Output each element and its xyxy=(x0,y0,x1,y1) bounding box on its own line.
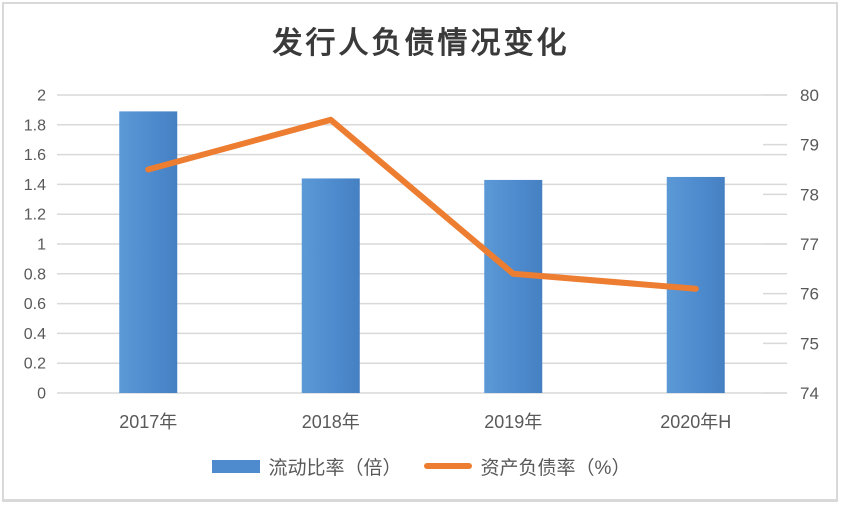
left-axis-tick-label: 1.4 xyxy=(24,177,46,194)
right-axis-tick-label: 79 xyxy=(800,136,819,155)
left-axis-tick-label: 1.2 xyxy=(24,207,46,224)
right-axis-tick-label: 77 xyxy=(800,235,819,254)
right-axis-tick-label: 78 xyxy=(800,185,819,204)
right-axis-tick-label: 76 xyxy=(800,285,819,304)
left-axis-tick-label: 2 xyxy=(37,88,46,105)
line-series-swatch xyxy=(423,463,472,469)
trend-line xyxy=(145,116,699,292)
x-axis-label: 2019年 xyxy=(484,412,542,432)
left-axis-tick-label: 0.2 xyxy=(24,356,46,373)
left-axis-tick-label: 1 xyxy=(37,237,46,254)
legend-label-current-ratio: 流动比率（倍） xyxy=(268,457,402,479)
left-axis-tick-label: 0.6 xyxy=(24,296,46,313)
bar-series-swatch xyxy=(211,459,260,473)
left-axis-tick-label: 0.4 xyxy=(24,326,46,343)
bar-2018年 xyxy=(301,178,360,393)
x-axis-label: 2017年 xyxy=(119,412,177,432)
left-axis-tick-label: 1.8 xyxy=(24,117,46,134)
chart-title: 发行人负债情况变化 xyxy=(272,26,570,61)
x-axis-label: 2018年 xyxy=(302,412,360,432)
legend: 流动比率（倍） 资产负债率（%） xyxy=(0,452,842,480)
left-axis-tick-label: 0 xyxy=(37,386,46,403)
legend-label-debt-ratio: 资产负债率（%） xyxy=(480,457,631,479)
right-axis-tick-label: 80 xyxy=(800,86,819,105)
left-axis-tick-label: 0.8 xyxy=(24,266,46,283)
bar-2019年 xyxy=(484,179,543,393)
bar-2017年 xyxy=(119,111,178,393)
right-axis-tick-label: 75 xyxy=(800,334,819,353)
right-axis-tick-label: 74 xyxy=(800,384,819,403)
x-axis-label: 2020年H xyxy=(660,412,731,432)
left-axis-tick-label: 1.6 xyxy=(24,147,46,164)
